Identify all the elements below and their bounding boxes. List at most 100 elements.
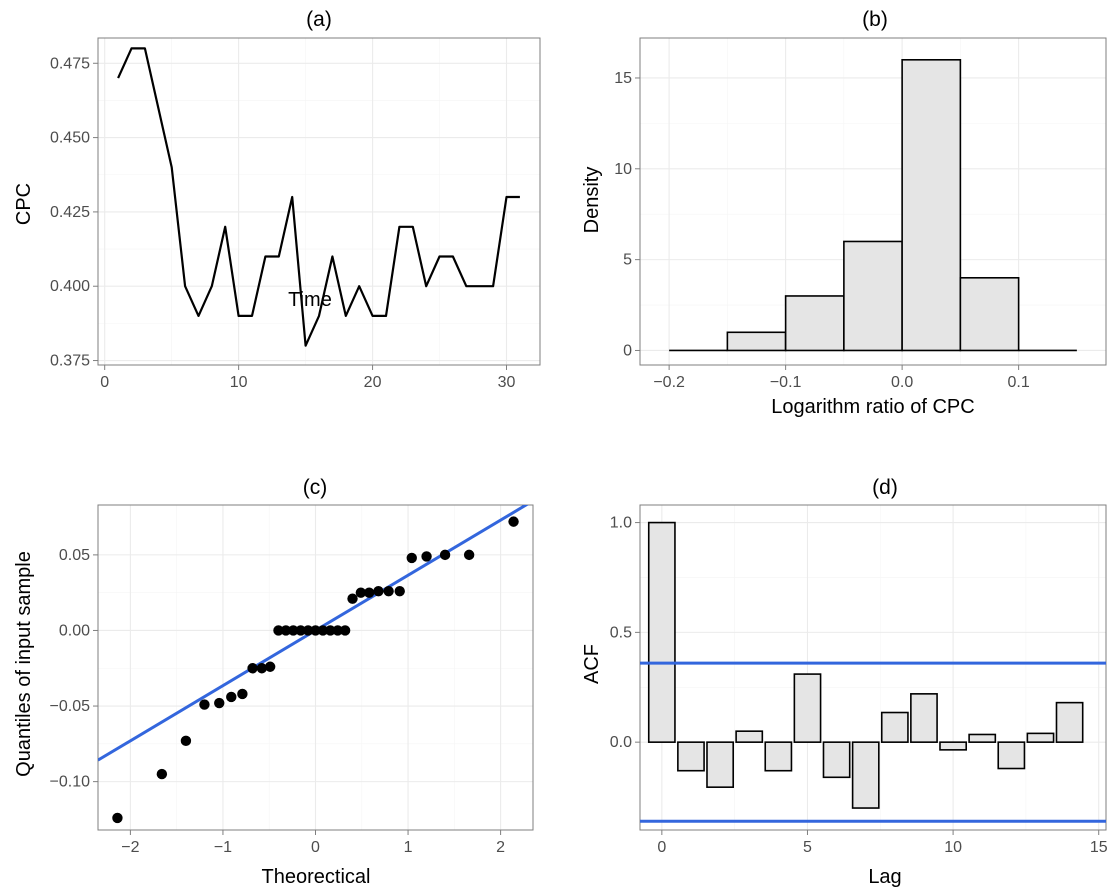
acf-bar bbox=[910, 693, 938, 743]
panel-c-title: (c) bbox=[303, 476, 328, 499]
panel-a-ylabel: CPC bbox=[13, 183, 35, 225]
acf-bar bbox=[677, 741, 705, 772]
qq-point bbox=[180, 735, 192, 747]
qq-point bbox=[394, 585, 405, 597]
qq-point bbox=[332, 625, 343, 636]
panel-c-x-tick: 2 bbox=[496, 839, 505, 856]
histogram-bar bbox=[784, 295, 845, 352]
qq-point bbox=[256, 663, 268, 674]
qq-point bbox=[237, 688, 248, 700]
histogram-bar bbox=[843, 240, 903, 352]
qq-point bbox=[156, 768, 168, 780]
panel-a-x-tick: 0 bbox=[100, 374, 109, 391]
panel-d-x-ticks: 0 5 10 15 bbox=[657, 839, 1107, 856]
panel-b-title: (b) bbox=[862, 8, 888, 31]
panel-c-y-tick: −0.10 bbox=[50, 774, 91, 791]
qq-point bbox=[339, 625, 351, 636]
qq-point bbox=[264, 661, 276, 672]
panel-c-y-tick: 0.00 bbox=[59, 622, 90, 639]
qq-point bbox=[226, 691, 237, 703]
cpc-series-line bbox=[117, 47, 520, 347]
panel-c-x-tick: −1 bbox=[214, 839, 232, 856]
panel-d-y-tick: 0.0 bbox=[610, 734, 632, 751]
qq-point bbox=[508, 516, 519, 527]
panel-b-y-ticks: 0 5 10 15 bbox=[614, 70, 632, 360]
qq-point bbox=[421, 551, 432, 562]
panel-b-xlabel: Logarithm ratio of CPC bbox=[771, 396, 974, 418]
panel-d-y-ticks: 0.0 0.5 1.0 bbox=[610, 515, 632, 752]
qq-point bbox=[310, 625, 321, 636]
panel-a-y-tick: 0.400 bbox=[50, 278, 90, 295]
qq-point bbox=[406, 552, 417, 564]
acf-bar bbox=[880, 711, 909, 743]
panel-c-ylabel: Quantiles of input sample bbox=[13, 551, 35, 777]
panel-b-x-tick: 0.0 bbox=[891, 374, 913, 391]
qq-point bbox=[288, 625, 299, 636]
histogram-bar bbox=[901, 58, 962, 352]
panel-b-y-tick: 15 bbox=[614, 70, 632, 87]
panel-d-x-tick: 10 bbox=[944, 839, 962, 856]
panel-d-border bbox=[639, 504, 1107, 831]
acf-bar bbox=[735, 730, 764, 743]
panel-b-border bbox=[639, 37, 1107, 366]
panel-b-ylabel: Density bbox=[581, 167, 603, 234]
panel-b-y-tick: 10 bbox=[614, 161, 632, 178]
qq-point bbox=[355, 587, 367, 598]
panel-a-x-tick: 20 bbox=[364, 374, 382, 391]
acf-bar bbox=[706, 741, 734, 788]
panel-a-x-tick: 10 bbox=[230, 374, 248, 391]
qq-point bbox=[273, 625, 284, 636]
panel-d-acf-chart: (d) Lag ACF 0 5 10 15 0.0 0.5 1.0 bbox=[581, 476, 1108, 888]
qq-point bbox=[383, 585, 394, 597]
panel-a-y-ticks: 0.375 0.400 0.425 0.450 0.475 bbox=[50, 55, 90, 369]
qq-point bbox=[439, 549, 451, 561]
panel-b-x-tick: −0.2 bbox=[653, 374, 685, 391]
panel-c-x-ticks: −2 −1 0 1 2 bbox=[121, 839, 505, 856]
panel-d-xlabel: Lag bbox=[868, 866, 901, 888]
panel-a-y-tick: 0.475 bbox=[50, 55, 90, 72]
qq-point bbox=[247, 663, 258, 674]
panel-d-x-tick: 0 bbox=[657, 839, 666, 856]
panel-d-ylabel: ACF bbox=[581, 644, 603, 684]
acf-bar bbox=[1055, 701, 1084, 743]
acf-bar bbox=[851, 741, 880, 809]
qq-point bbox=[463, 549, 475, 561]
panel-a-border bbox=[97, 37, 541, 366]
panel-b-x-tick: 0.1 bbox=[1008, 374, 1030, 391]
panel-b-y-tick: 5 bbox=[623, 252, 632, 269]
acf-bar bbox=[764, 741, 793, 772]
panel-a-plot-area bbox=[98, 38, 540, 365]
panel-b-histogram: (b) Logarithm ratio of CPC Density −0.2 … bbox=[581, 8, 1107, 418]
panel-c-qq-plot: (c) Theorectical Quantiles of input samp… bbox=[13, 476, 534, 888]
panel-a-y-tick: 0.375 bbox=[50, 353, 90, 370]
qq-point bbox=[295, 625, 306, 636]
acf-bar bbox=[939, 741, 967, 751]
panel-b-x-ticks: −0.2 −0.1 0.0 0.1 bbox=[653, 374, 1030, 391]
panel-d-y-tick: 0.5 bbox=[610, 624, 632, 641]
qq-point bbox=[363, 587, 375, 598]
acf-bar bbox=[1026, 732, 1055, 743]
acf-bar bbox=[647, 521, 676, 743]
panel-a-x-ticks: 0 10 20 30 bbox=[100, 374, 515, 391]
acf-bar bbox=[822, 741, 851, 779]
panel-d-x-tick: 15 bbox=[1090, 839, 1108, 856]
qq-point bbox=[280, 625, 292, 636]
qq-point bbox=[214, 697, 225, 709]
panel-c-plot-area bbox=[98, 505, 533, 830]
qq-point bbox=[373, 585, 384, 597]
panel-c-xlabel: Theorectical bbox=[262, 866, 371, 888]
qq-point bbox=[347, 593, 358, 604]
qq-point bbox=[199, 699, 210, 710]
panel-d-x-tick: 5 bbox=[803, 839, 812, 856]
histogram-bar bbox=[959, 276, 1020, 352]
qq-point bbox=[325, 625, 336, 636]
panel-c-x-tick: 0 bbox=[311, 839, 320, 856]
acf-bar bbox=[968, 733, 997, 743]
panel-a-line-chart: (a) Time CPC 0 10 20 30 0.375 0.400 0.42… bbox=[13, 8, 541, 391]
qq-point bbox=[302, 625, 314, 636]
panel-c-x-tick: −2 bbox=[121, 839, 139, 856]
panel-b-y-tick: 0 bbox=[623, 342, 632, 359]
qq-point bbox=[112, 812, 123, 824]
histogram-bar bbox=[726, 331, 787, 352]
